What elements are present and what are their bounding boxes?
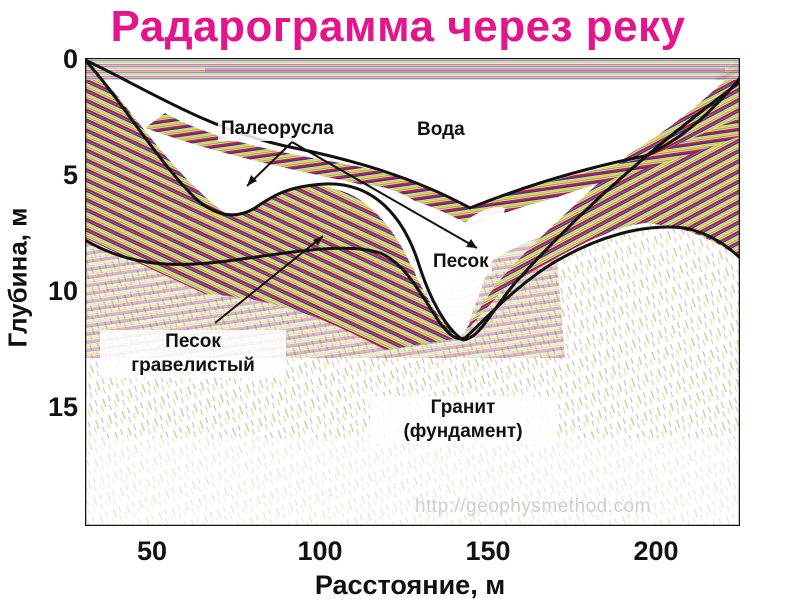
page-title: Радарограмма через реку: [110, 2, 686, 51]
label-gravelly-sand: Песок гравелистый: [100, 330, 286, 378]
arrow-gravel: [214, 235, 324, 324]
y-tick-5: 5: [62, 160, 78, 190]
label-granite: Гранит (фундамент): [370, 396, 556, 444]
label-gravelly-sand-line2: гравелистый: [131, 355, 255, 376]
label-water: Вода: [414, 118, 468, 142]
label-granite-line1: Гранит: [430, 397, 496, 418]
label-gravelly-sand-line1: Песок: [165, 331, 221, 352]
y-tick-15: 15: [47, 392, 78, 422]
paleochannel-boundary: [85, 58, 740, 342]
label-granite-line2: (фундамент): [403, 421, 523, 442]
water-bottom-boundary: [85, 58, 740, 210]
x-tick-200: 200: [633, 536, 679, 566]
basement-boundary: [85, 225, 740, 341]
arrow-paleo-right: [291, 141, 478, 249]
y-tick-10: 10: [47, 276, 78, 306]
y-axis-label: Глубина, м: [2, 207, 33, 348]
watermark: http://geophysmethod.com: [415, 496, 651, 517]
label-paleochannels: Палеорусла: [218, 117, 337, 141]
x-tick-150: 150: [465, 536, 511, 566]
x-axis-label: Расстояние, м: [314, 570, 506, 600]
x-tick-50: 50: [136, 536, 168, 566]
radargram-plot: [85, 58, 740, 526]
y-tick-0: 0: [62, 44, 78, 74]
label-sand: Песок: [430, 250, 492, 274]
x-tick-100: 100: [297, 536, 343, 566]
